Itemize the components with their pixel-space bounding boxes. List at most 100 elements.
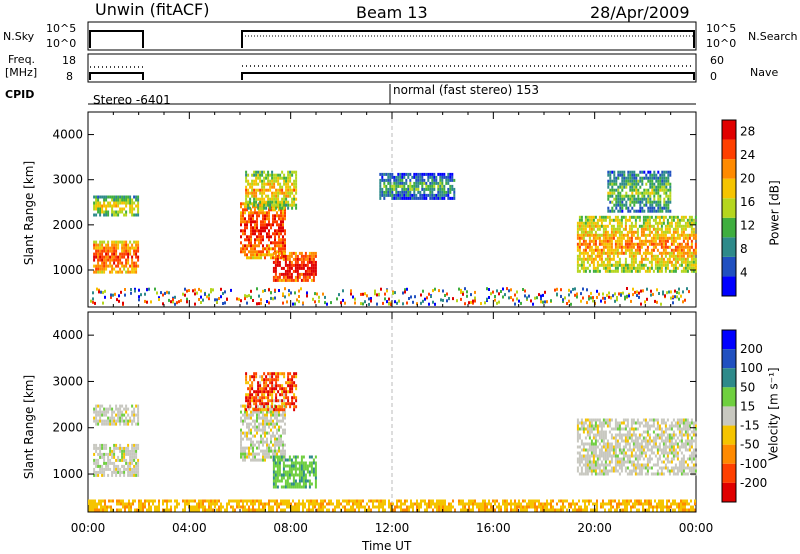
velocity-pixel — [308, 470, 311, 474]
power-pixel — [654, 236, 657, 240]
velocity-pixel — [103, 458, 106, 462]
power-pixel — [646, 248, 649, 252]
velocity-pixel — [263, 387, 266, 391]
power-pixel — [616, 218, 619, 222]
power-pixel — [277, 179, 280, 183]
power-pixel — [619, 194, 622, 198]
power-pixel — [665, 176, 668, 180]
power-pixel — [266, 247, 268, 251]
velocity-pixel — [275, 375, 278, 379]
velocity-pixel — [614, 457, 617, 461]
power-pixel — [308, 275, 311, 279]
velocity-pixel — [105, 410, 108, 414]
power-pixel — [285, 191, 288, 195]
power-pixel — [608, 239, 611, 243]
velocity-pixel — [630, 460, 633, 464]
power-pixel — [123, 264, 126, 268]
power-pixel — [635, 173, 638, 177]
velocity-pixel — [240, 455, 242, 459]
nsearch-tick-top: 10^5 — [706, 22, 737, 35]
power-pixel — [608, 269, 611, 273]
velocity-pixel — [131, 473, 134, 477]
velocity-pixel — [578, 457, 581, 461]
power-pixel — [641, 197, 644, 201]
power-pixel — [99, 207, 102, 211]
power-pixel — [308, 272, 311, 276]
power-pixel — [431, 172, 434, 176]
power-pixel — [250, 247, 252, 251]
velocity-pixel — [248, 455, 250, 459]
power-pixel — [624, 251, 627, 255]
velocity-pixel — [304, 461, 307, 465]
velocity-pixel — [284, 422, 286, 426]
velocity-pixel — [291, 402, 294, 406]
velocity-pixel — [680, 460, 683, 464]
velocity-pixel — [656, 427, 659, 431]
power-pixel — [602, 260, 605, 264]
power-pixel — [403, 172, 406, 176]
power-pixel — [642, 224, 645, 228]
power-pixel — [285, 182, 288, 186]
power-pixel — [631, 170, 634, 174]
velocity-pixel — [304, 476, 307, 480]
velocity-pixel — [636, 454, 639, 458]
power-pixel — [630, 257, 633, 261]
power-pixel — [111, 267, 114, 271]
velocity-pixel — [660, 466, 663, 470]
velocity-pixel — [263, 405, 266, 409]
power-pixel — [662, 290, 664, 294]
power-pixel — [248, 238, 250, 242]
velocity-pixel — [131, 449, 134, 453]
velocity-pixel — [293, 381, 296, 385]
power-pixel — [393, 187, 396, 191]
velocity-pixel — [289, 402, 292, 406]
power-pixel — [662, 248, 665, 252]
power-pixel — [594, 233, 597, 237]
velocity-pixel — [284, 470, 287, 474]
power-pixel — [658, 251, 661, 255]
power-pixel — [387, 175, 390, 179]
power-pixel — [310, 269, 313, 273]
power-pixel — [285, 197, 288, 201]
power-pixel — [103, 261, 106, 265]
velocity-pixel — [678, 424, 681, 428]
power-pixel — [668, 260, 671, 264]
velocity-pixel — [686, 457, 689, 461]
power-pixel — [618, 236, 621, 240]
velocity-pixel — [109, 407, 112, 411]
velocity-pixel — [242, 458, 244, 462]
velocity-pixel — [198, 502, 200, 506]
power-pixel — [584, 233, 587, 237]
power-pixel — [622, 266, 625, 270]
power-pixel — [294, 263, 297, 267]
power-pixel — [300, 287, 302, 291]
velocity-pixel — [288, 473, 291, 477]
power-pixel — [274, 229, 276, 233]
velocity-pixel — [126, 505, 128, 509]
power-pixel — [425, 196, 428, 200]
power-pixel — [250, 241, 252, 245]
power-pixel — [284, 278, 287, 282]
power-pixel — [124, 293, 126, 297]
power-pixel — [422, 289, 424, 293]
power-pixel — [596, 245, 599, 249]
power-pixel — [260, 202, 262, 206]
velocity-pixel — [294, 458, 297, 462]
velocity-pixel — [586, 469, 589, 473]
velocity-pixel — [256, 419, 258, 423]
power-pixel — [289, 194, 292, 198]
power-pixel — [247, 191, 250, 195]
power-pixel — [282, 223, 284, 227]
power-pixel — [664, 266, 667, 270]
velocity-pixel — [119, 416, 122, 420]
power-pixel — [274, 214, 276, 218]
freq-label: Freq. — [8, 53, 36, 66]
power-pixel — [292, 257, 295, 261]
power-pixel — [429, 181, 432, 185]
power-pixel — [419, 190, 422, 194]
power-pixel — [97, 207, 100, 211]
power-pixel — [653, 191, 656, 195]
power-pixel — [387, 187, 390, 191]
velocity-pixel — [580, 427, 583, 431]
power-pixel — [275, 191, 278, 195]
